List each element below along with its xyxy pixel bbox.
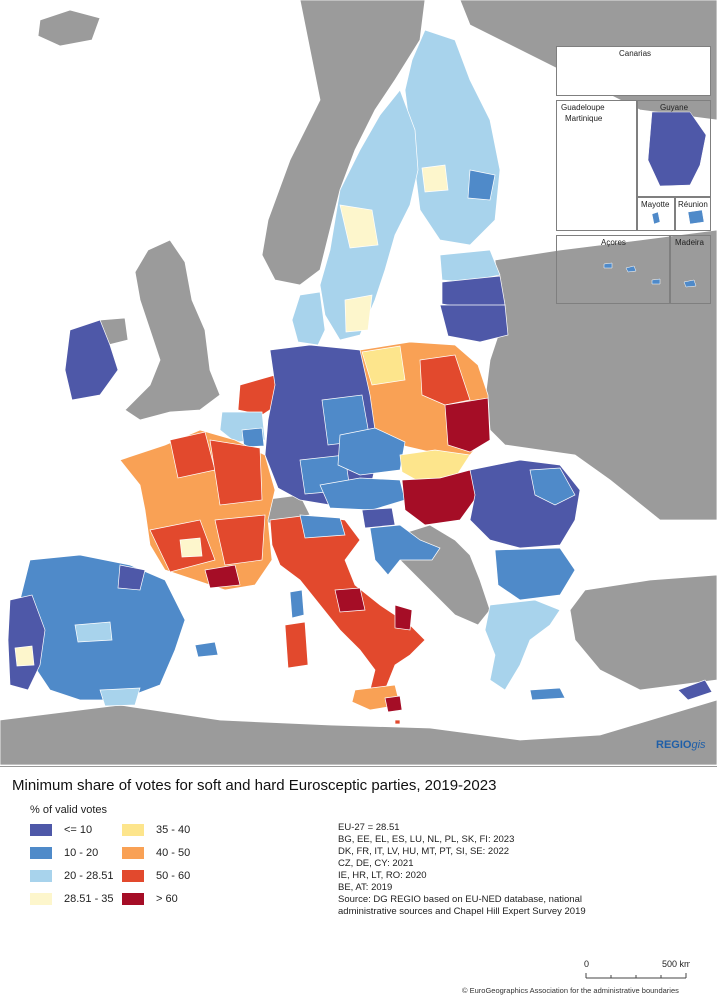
inset-label-madeira: Madeira: [675, 238, 704, 247]
note-line: IE, HR, LT, RO: 2020: [338, 870, 427, 881]
legend-label: <= 10: [64, 824, 93, 836]
legend-label: 10 - 20: [64, 847, 99, 859]
legend-swatch: [122, 893, 144, 905]
eu-regions: [7, 29, 713, 725]
legend-swatch: [30, 893, 52, 905]
inset-label-mayotte: Mayotte: [641, 200, 670, 209]
note-line: DK, FR, IT, LV, HU, MT, PT, SI, SE: 2022: [338, 846, 510, 857]
legend-item: 50 - 60: [122, 869, 190, 883]
inset-label-canarias: Canarias: [619, 49, 652, 58]
scale-zero: 0: [584, 959, 589, 969]
legend-title: % of valid votes: [30, 804, 108, 816]
note-line: BE, AT: 2019: [338, 882, 393, 893]
legend-item: 28.51 - 35: [30, 892, 114, 906]
scale-distance: 500 km: [662, 959, 690, 969]
legend-swatch: [30, 870, 52, 882]
regiogis-logo: REGIOgis: [656, 739, 706, 751]
inset-guyane: Guyane: [637, 100, 711, 197]
inset-reunion: Réunion: [675, 197, 711, 231]
inset-guadeloupe-martinique: Guadeloupe Martinique: [556, 100, 637, 231]
non-eu-land: [0, 0, 717, 765]
inset-label-reunion: Réunion: [678, 200, 708, 209]
legend-swatch: [122, 847, 144, 859]
legend-label: > 60: [156, 893, 178, 905]
inset-label-martinique: Martinique: [565, 114, 603, 123]
note-line: BG, EE, EL, ES, LU, NL, PL, SK, FI: 2023: [338, 834, 515, 845]
note-line: EU-27 = 28.51: [338, 822, 400, 833]
legend-label: 35 - 40: [156, 824, 191, 836]
note-line: Source: DG REGIO based on EU-NED databas…: [338, 894, 582, 905]
map-title: Minimum share of votes for soft and hard…: [12, 777, 497, 794]
legend-label: 50 - 60: [156, 870, 191, 882]
divider: [0, 766, 717, 767]
scale-bar: 0 500 km: [584, 959, 690, 979]
legend-item: 20 - 28.51: [30, 869, 114, 883]
inset-madeira: Madeira: [670, 235, 711, 304]
inset-acores: Açores: [556, 235, 670, 304]
copyright: © EuroGeographics Association for the ad…: [462, 986, 679, 995]
legend-item: <= 10: [30, 823, 92, 837]
legend-label: 20 - 28.51: [64, 870, 114, 882]
legend-item: 35 - 40: [122, 823, 190, 837]
inset-mayotte: Mayotte: [637, 197, 675, 231]
legend-item: 10 - 20: [30, 846, 98, 860]
legend-item: > 60: [122, 892, 178, 906]
inset-label-acores: Açores: [601, 238, 626, 247]
legend-swatch: [30, 847, 52, 859]
inset-label-guyane: Guyane: [660, 103, 689, 112]
note-line: administrative sources and Chapel Hill E…: [338, 906, 586, 917]
inset-label-guadeloupe: Guadeloupe: [561, 103, 605, 112]
legend-item: 40 - 50: [122, 846, 190, 860]
map: Canarias Guadeloupe Martinique Guyane Ma…: [0, 0, 717, 765]
note-line: CZ, DE, CY: 2021: [338, 858, 414, 869]
legend-label: 28.51 - 35: [64, 893, 114, 905]
legend-swatch: [122, 870, 144, 882]
inset-canarias: Canarias: [556, 46, 711, 96]
legend-swatch: [122, 824, 144, 836]
notes: EU-27 = 28.51 BG, EE, EL, ES, LU, NL, PL,…: [338, 822, 586, 918]
legend-label: 40 - 50: [156, 847, 191, 859]
legend-swatch: [30, 824, 52, 836]
